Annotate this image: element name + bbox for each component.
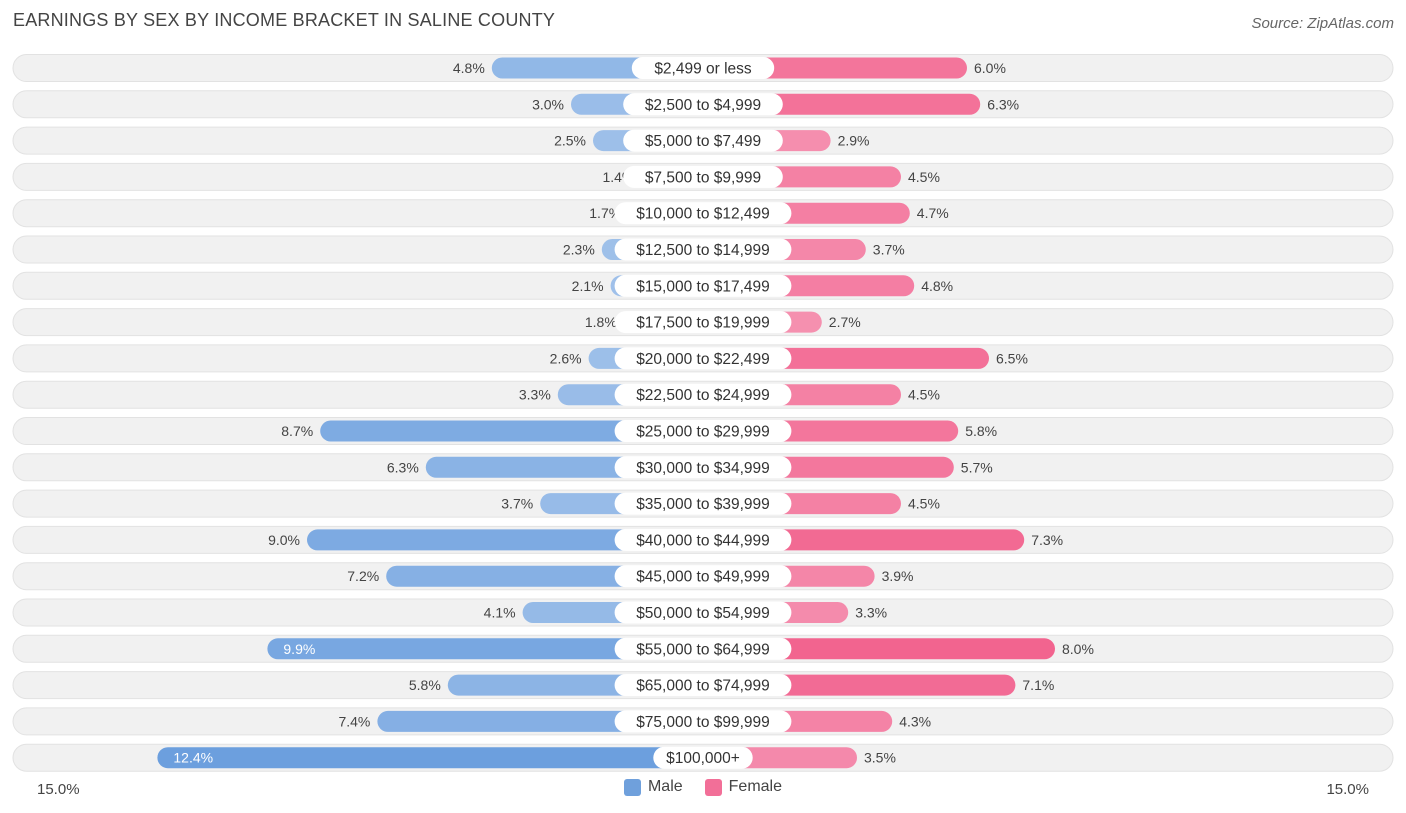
category-label: $20,000 to $22,499 [636, 351, 770, 368]
category-label-bg [623, 129, 783, 152]
male-value-label: 3.3% [519, 387, 551, 403]
category-label: $50,000 to $54,999 [636, 605, 770, 622]
category-label: $65,000 to $74,999 [636, 678, 770, 695]
category-label-bg [614, 710, 792, 733]
male-bar [320, 420, 703, 442]
axis-left-label: 15.0% [37, 781, 80, 798]
male-value-label: 3.7% [501, 496, 533, 512]
female-bar [703, 638, 1055, 660]
category-label: $7,500 to $9,999 [645, 169, 761, 186]
category-label-bg [614, 565, 792, 588]
legend-item-male[interactable]: Male [623, 778, 683, 796]
female-value-label: 6.0% [974, 60, 1006, 76]
male-value-label: 1.8% [585, 314, 617, 330]
female-value-label: 4.5% [908, 496, 940, 512]
category-label-bg [614, 601, 792, 624]
category-label: $2,499 or less [654, 61, 752, 78]
female-value-label: 3.7% [873, 242, 905, 258]
category-label: $10,000 to $12,499 [636, 206, 770, 223]
category-label: $17,500 to $19,999 [636, 315, 770, 332]
category-label-bg [614, 383, 792, 406]
category-label-bg [614, 674, 792, 697]
female-value-label: 3.5% [864, 750, 896, 766]
female-value-label: 4.5% [908, 387, 940, 403]
category-label: $40,000 to $44,999 [636, 532, 770, 549]
female-value-label: 7.3% [1031, 532, 1063, 548]
male-value-label: 2.3% [563, 242, 595, 258]
female-swatch-icon [704, 778, 722, 796]
category-label-bg [653, 746, 753, 769]
category-label-bg [614, 637, 792, 660]
female-value-label: 2.9% [838, 133, 870, 149]
male-value-label: 3.0% [532, 96, 564, 112]
legend-label-male: Male [647, 778, 683, 795]
male-swatch-icon [623, 778, 641, 796]
female-value-label: 5.8% [965, 423, 997, 439]
axis-right-label: 15.0% [1326, 781, 1369, 798]
legend-label-female: Female [728, 778, 783, 795]
source-label: Source: ZipAtlas.com [1251, 15, 1394, 32]
female-value-label: 4.7% [917, 205, 949, 221]
male-bar [307, 529, 703, 551]
male-value-label: 4.1% [484, 605, 516, 621]
chart-title: EARNINGS BY SEX BY INCOME BRACKET IN SAL… [13, 10, 556, 30]
female-value-label: 3.3% [855, 605, 887, 621]
female-value-label: 7.1% [1022, 677, 1054, 693]
female-value-label: 5.7% [961, 459, 993, 475]
female-value-label: 4.5% [908, 169, 940, 185]
male-value-label: 1.7% [589, 205, 621, 221]
female-value-label: 4.8% [921, 278, 953, 294]
female-value-label: 2.7% [829, 314, 861, 330]
chart-area: 4.8% 6.0% $2,499 or less 3.0% 6.3% $2,500 to … [12, 54, 1394, 772]
category-label: $45,000 to $49,999 [636, 569, 770, 586]
category-label: $2,500 to $4,999 [645, 97, 761, 114]
category-label-bg [614, 238, 792, 261]
female-value-label: 3.9% [882, 568, 914, 584]
category-label-bg [614, 311, 792, 334]
category-label: $100,000+ [666, 750, 740, 767]
category-label-bg [631, 57, 775, 79]
category-label-bg [614, 420, 792, 442]
category-label: $22,500 to $24,999 [636, 387, 770, 404]
male-value-label: 9.9% [283, 641, 315, 657]
female-value-label: 8.0% [1062, 641, 1094, 657]
category-label: $15,000 to $17,499 [636, 278, 770, 295]
male-value-label: 9.0% [268, 532, 300, 548]
female-value-label: 4.3% [899, 713, 931, 729]
female-value-label: 6.5% [996, 350, 1028, 366]
male-value-label: 8.7% [281, 423, 313, 439]
category-label-bg [614, 528, 792, 551]
legend: Male Female [0, 778, 1406, 796]
category-label-bg [614, 202, 792, 225]
male-value-label: 2.1% [572, 278, 604, 294]
category-label-bg [614, 347, 792, 370]
male-value-label: 2.6% [550, 350, 582, 366]
legend-item-female[interactable]: Female [704, 778, 783, 796]
category-label-bg [614, 492, 792, 515]
male-value-label: 2.5% [554, 133, 586, 149]
category-label: $5,000 to $7,499 [645, 133, 761, 150]
category-label: $30,000 to $34,999 [636, 460, 770, 477]
category-label: $12,500 to $14,999 [636, 242, 770, 259]
category-label: $75,000 to $99,999 [636, 714, 770, 731]
male-bar [267, 638, 703, 660]
male-value-label: 7.2% [347, 568, 379, 584]
category-label: $35,000 to $39,999 [636, 496, 770, 513]
male-bar [157, 747, 703, 769]
category-label-bg [614, 456, 792, 479]
female-value-label: 6.3% [987, 96, 1019, 112]
male-value-label: 12.4% [173, 750, 213, 766]
male-value-label: 6.3% [387, 459, 419, 475]
male-value-label: 7.4% [338, 713, 370, 729]
category-label: $55,000 to $64,999 [636, 641, 770, 658]
category-label-bg [614, 274, 792, 297]
male-value-label: 5.8% [409, 677, 441, 693]
male-value-label: 4.8% [453, 60, 485, 76]
category-label-bg [623, 93, 783, 116]
category-label-bg [623, 165, 783, 188]
category-label: $25,000 to $29,999 [636, 424, 770, 441]
